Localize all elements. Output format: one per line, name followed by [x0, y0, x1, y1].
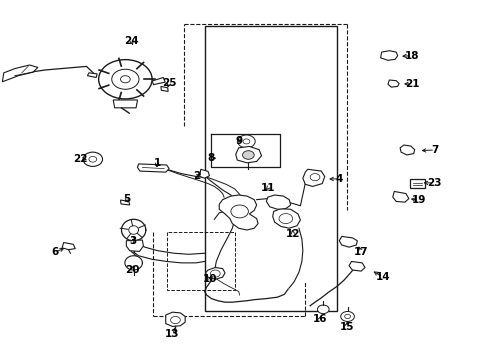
Polygon shape	[165, 312, 185, 327]
Circle shape	[210, 270, 220, 277]
Text: 18: 18	[404, 51, 419, 61]
Polygon shape	[113, 100, 137, 108]
Polygon shape	[272, 208, 300, 228]
Circle shape	[120, 76, 130, 83]
Text: 6: 6	[51, 247, 59, 257]
Polygon shape	[235, 147, 261, 163]
Circle shape	[279, 213, 292, 224]
Text: 21: 21	[404, 78, 419, 89]
Polygon shape	[392, 192, 408, 202]
Circle shape	[89, 157, 97, 162]
Polygon shape	[120, 200, 129, 205]
Circle shape	[230, 205, 248, 218]
Circle shape	[99, 60, 152, 99]
Text: 16: 16	[312, 314, 326, 324]
Text: 4: 4	[335, 174, 342, 184]
Text: 9: 9	[235, 136, 242, 146]
Polygon shape	[161, 86, 168, 91]
Circle shape	[242, 151, 254, 159]
Text: 19: 19	[410, 195, 425, 205]
Text: 11: 11	[260, 183, 275, 193]
Polygon shape	[126, 240, 143, 251]
Circle shape	[112, 69, 139, 89]
Text: 3: 3	[129, 237, 136, 247]
Circle shape	[340, 311, 354, 321]
Polygon shape	[2, 65, 38, 82]
Polygon shape	[387, 80, 398, 87]
Circle shape	[83, 152, 102, 166]
Circle shape	[237, 135, 255, 148]
Text: 7: 7	[430, 145, 438, 155]
Polygon shape	[200, 169, 209, 178]
Polygon shape	[62, 243, 75, 249]
Circle shape	[170, 316, 180, 324]
Circle shape	[243, 139, 249, 144]
Bar	[409, 179, 425, 188]
Polygon shape	[266, 195, 290, 209]
Polygon shape	[348, 261, 365, 271]
Text: 17: 17	[353, 247, 368, 257]
Text: 8: 8	[207, 153, 215, 163]
Polygon shape	[399, 145, 414, 155]
Circle shape	[317, 305, 328, 314]
Polygon shape	[380, 51, 397, 60]
Polygon shape	[339, 237, 357, 247]
Polygon shape	[219, 195, 258, 230]
Text: 13: 13	[165, 329, 180, 339]
Polygon shape	[205, 267, 224, 279]
Polygon shape	[152, 77, 165, 85]
Polygon shape	[302, 169, 324, 186]
Text: 24: 24	[124, 36, 139, 46]
Text: 5: 5	[123, 194, 130, 203]
Circle shape	[344, 314, 350, 319]
Polygon shape	[137, 164, 169, 172]
Text: 14: 14	[375, 272, 389, 282]
Text: 15: 15	[339, 322, 353, 332]
Text: 22: 22	[73, 154, 87, 164]
Circle shape	[309, 174, 319, 181]
Text: 10: 10	[203, 274, 217, 284]
Text: 12: 12	[285, 229, 300, 239]
Text: 1: 1	[153, 158, 160, 168]
Text: 23: 23	[426, 178, 441, 188]
Polygon shape	[87, 73, 97, 77]
Text: 20: 20	[125, 265, 140, 275]
Text: 2: 2	[193, 171, 200, 181]
Text: 25: 25	[162, 78, 176, 88]
